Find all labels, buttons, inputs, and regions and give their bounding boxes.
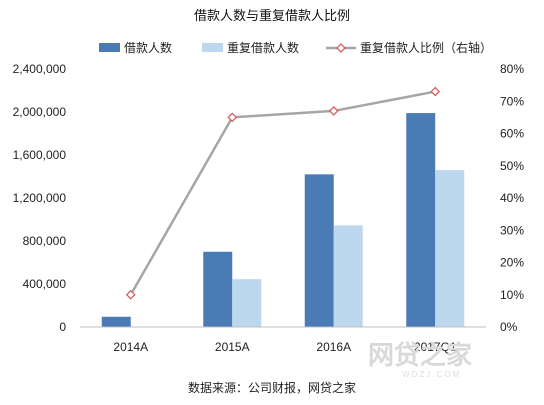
bar-repeat-borrowers (232, 279, 262, 327)
right-tick-label: 80% (500, 62, 524, 76)
left-tick-label: 1,200,000 (13, 191, 67, 205)
bar-repeat-borrowers (435, 170, 465, 327)
bar-series (80, 113, 486, 328)
ratio-marker (227, 112, 238, 123)
category-label: 2016A (316, 340, 351, 354)
bar-borrowers (203, 251, 233, 327)
right-axis: 0% 10% 20% 30% 40% 50% 60% 70% 80% (500, 62, 524, 334)
category-label: 2015A (215, 340, 250, 354)
legend-swatch-borrowers (99, 43, 120, 52)
ratio-line (129, 90, 436, 296)
category-axis: 2014A 2015A 2016A 2017Q1 (113, 340, 457, 354)
watermark-logo: 网贷之家 WDZJ.COM (368, 340, 472, 379)
left-tick-label: 2,000,000 (13, 105, 67, 119)
line-series (125, 86, 441, 300)
left-tick-label: 400,000 (23, 277, 67, 291)
source-note: 数据来源：公司财报，网贷之家 (188, 380, 356, 395)
right-tick-label: 0% (500, 320, 518, 334)
left-tick-label: 0 (59, 320, 66, 334)
left-tick-label: 1,600,000 (13, 148, 67, 162)
legend-swatch-repeat-borrowers (202, 43, 223, 52)
legend-label-borrowers: 借款人数 (124, 40, 172, 55)
bar-borrowers (101, 316, 131, 327)
ratio-marker (125, 289, 136, 300)
watermark-subtext: WDZJ.COM (402, 370, 461, 379)
bar-borrowers (304, 174, 334, 327)
left-tick-label: 800,000 (23, 234, 67, 248)
chart-legend: 借款人数 重复借款人数 重复借款人比例（右轴） (99, 40, 492, 55)
ratio-marker (430, 86, 441, 97)
category-label: 2017Q1 (414, 340, 457, 354)
bar-repeat-borrowers (333, 225, 363, 327)
right-tick-label: 40% (500, 191, 524, 205)
right-tick-label: 30% (500, 223, 524, 237)
right-tick-label: 60% (500, 127, 524, 141)
left-tick-label: 2,400,000 (13, 62, 67, 76)
ratio-marker (328, 106, 339, 116)
legend-label-ratio: 重复借款人比例（右轴） (360, 40, 492, 55)
legend-swatch-ratio-marker (336, 43, 346, 53)
chart-title: 借款人数与重复借款人比例 (194, 8, 350, 23)
right-tick-label: 10% (500, 288, 524, 302)
watermark-text: 网贷之家 (368, 340, 472, 370)
right-tick-label: 70% (500, 94, 524, 108)
right-tick-label: 20% (500, 256, 524, 270)
right-tick-label: 50% (500, 159, 524, 173)
bar-borrowers (406, 113, 436, 327)
left-axis: 0 400,000 800,000 1,200,000 1,600,000 2,000,0… (13, 62, 67, 334)
legend-label-repeat-borrowers: 重复借款人数 (227, 40, 299, 55)
category-label: 2014A (113, 340, 148, 354)
